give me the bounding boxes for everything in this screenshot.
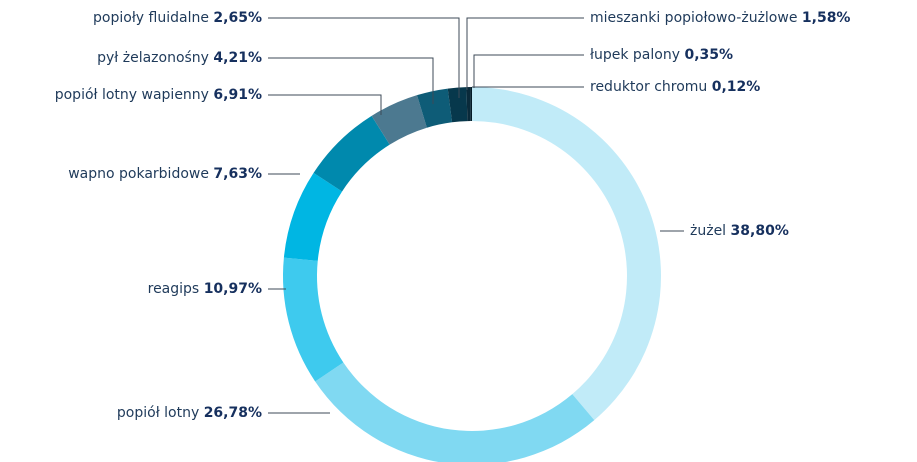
slice-value: 0,12% xyxy=(712,79,761,95)
slice-value: 4,21% xyxy=(213,50,262,66)
slice-label: mieszanki popiołowo-żużlowe 1,58% xyxy=(590,10,850,26)
slice-name: mieszanki popiołowo-żużlowe xyxy=(590,10,797,26)
slice-value: 7,63% xyxy=(213,166,262,182)
slice-name: reagips xyxy=(148,281,200,297)
donut-segment xyxy=(416,88,453,128)
slice-label: łupek palony 0,35% xyxy=(590,47,733,63)
leader-line xyxy=(268,57,434,104)
slice-label: żużel 38,80% xyxy=(690,223,789,239)
slice-value: 1,58% xyxy=(802,10,851,26)
donut-segment xyxy=(466,87,471,122)
slice-value: 38,80% xyxy=(731,223,789,239)
donut-segment xyxy=(283,257,344,382)
donut-segment xyxy=(313,115,390,192)
leader-line xyxy=(473,54,584,88)
slice-name: popiół lotny xyxy=(117,405,199,421)
slice-name: łupek palony xyxy=(590,47,680,63)
slice-label: wapno pokarbidowe 7,63% xyxy=(68,166,262,182)
slice-name: pył żelazonośny xyxy=(97,50,209,66)
slice-name: popioły fluidalne xyxy=(93,10,209,26)
donut-segment xyxy=(470,87,472,122)
donut-segment xyxy=(283,172,343,261)
slice-label: pył żelazonośny 4,21% xyxy=(97,50,262,66)
slice-value: 10,97% xyxy=(204,281,262,297)
slice-value: 26,78% xyxy=(204,405,262,421)
slice-label: popiół lotny 26,78% xyxy=(117,405,262,421)
donut-segment xyxy=(447,87,468,123)
slice-label: reduktor chromu 0,12% xyxy=(590,79,760,95)
slice-value: 0,35% xyxy=(684,47,733,63)
slice-value: 6,91% xyxy=(213,87,262,103)
slice-value: 2,65% xyxy=(213,10,262,26)
leader-line xyxy=(466,17,584,90)
donut-segment xyxy=(371,95,427,145)
slice-name: popiół lotny wapienny xyxy=(55,87,209,103)
leader-line xyxy=(268,17,460,98)
leader-line xyxy=(268,94,382,115)
slice-label: popioły fluidalne 2,65% xyxy=(93,10,262,26)
slice-label: popiół lotny wapienny 6,91% xyxy=(55,87,262,103)
donut-segment xyxy=(472,87,661,421)
slice-label: reagips 10,97% xyxy=(148,281,262,297)
slice-name: wapno pokarbidowe xyxy=(68,166,209,182)
donut-segment xyxy=(315,362,595,462)
slice-name: żużel xyxy=(690,223,726,239)
slice-name: reduktor chromu xyxy=(590,79,707,95)
